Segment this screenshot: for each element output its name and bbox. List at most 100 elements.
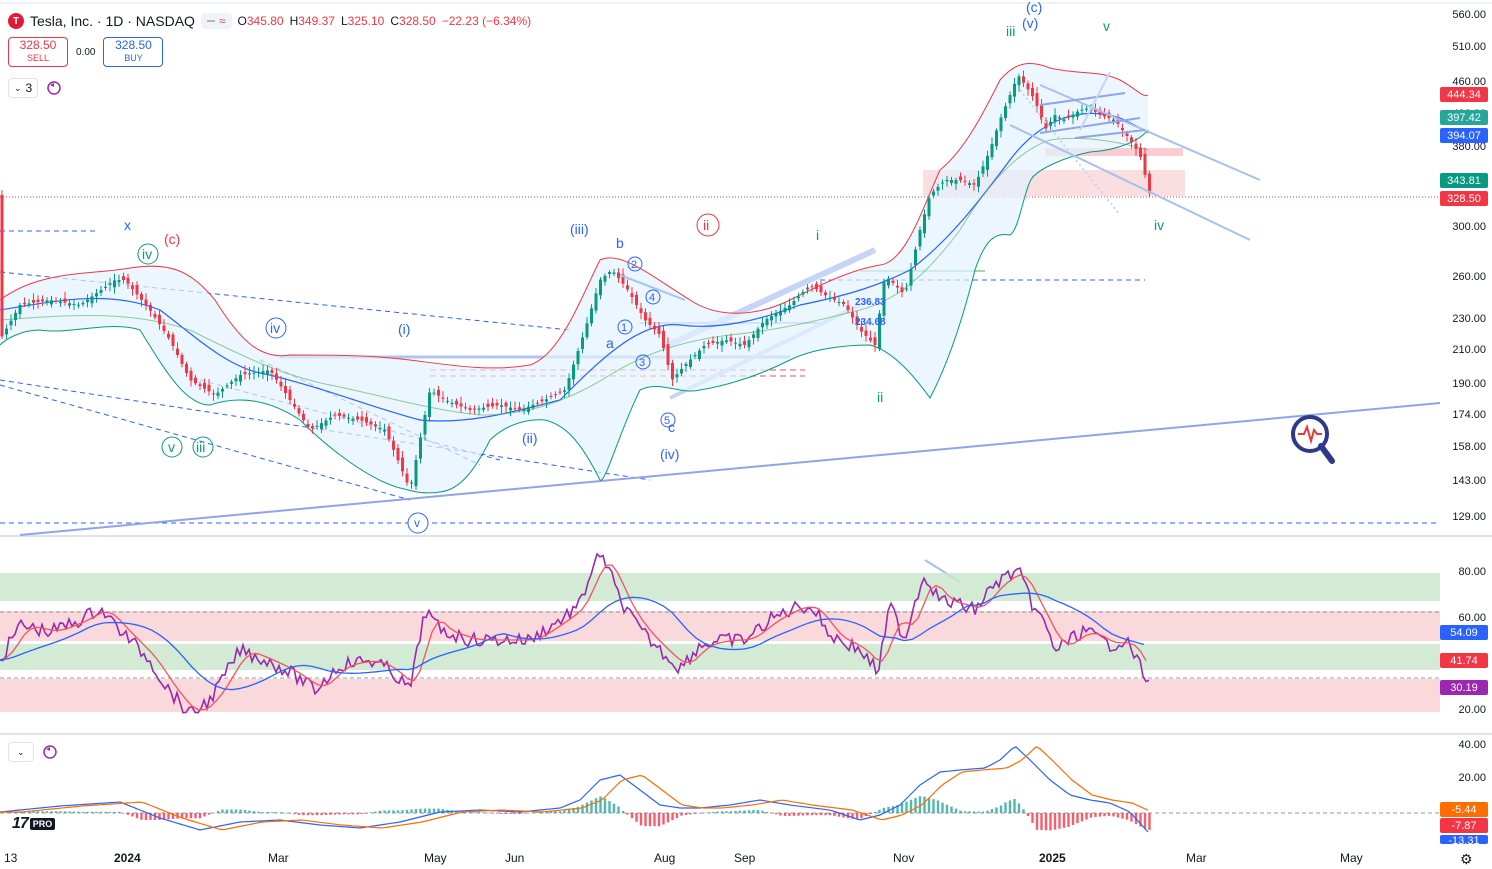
candle-body <box>815 283 818 290</box>
candle-body <box>788 305 791 311</box>
sync-icon[interactable] <box>46 80 63 96</box>
candle-body <box>450 402 454 405</box>
wave-circle <box>696 213 720 237</box>
wave-circle <box>407 512 429 534</box>
sync-icon[interactable] <box>41 744 58 760</box>
macd-histogram-bar <box>1013 798 1016 813</box>
macd-histogram-bar <box>752 810 755 813</box>
chart-status-pill[interactable]: ≈ <box>200 13 232 29</box>
candle-body <box>396 448 400 461</box>
macd-histogram-bar <box>882 807 886 813</box>
rsi-zone-red <box>0 679 1440 712</box>
macd-histogram-bar <box>284 812 287 814</box>
magnifier-pulse-icon[interactable] <box>1290 414 1336 471</box>
pane-collapse-button[interactable]: ⌄ <box>8 742 34 762</box>
candle-body <box>257 371 260 373</box>
indicators-collapse-button[interactable]: ⌄ 3 <box>8 78 39 98</box>
rsi-indicator[interactable] <box>0 552 1150 714</box>
macd-histogram-bar <box>441 809 445 813</box>
wave-label: 4 <box>649 292 655 304</box>
macd-histogram-bar <box>653 813 656 827</box>
macd-histogram-bar <box>212 812 215 814</box>
wave-label: 1 <box>621 322 627 334</box>
macd-histogram-bar <box>68 811 71 813</box>
candle-body <box>743 341 746 345</box>
macd-histogram-bar <box>527 812 530 814</box>
macd-histogram-bar <box>1035 813 1039 830</box>
macd-histogram-bar <box>117 811 121 813</box>
candle-body <box>135 285 139 295</box>
sell-button[interactable]: 328.50 SELL <box>8 37 68 67</box>
chevron-down-icon: ⌄ <box>14 82 22 93</box>
macd-histogram-bar <box>230 809 233 813</box>
bollinger-upper <box>0 63 1149 369</box>
macd-histogram-bar <box>108 811 112 813</box>
candle-body <box>513 408 517 410</box>
candle-body <box>734 342 737 344</box>
macd-histogram-bar <box>896 805 899 813</box>
price-tag: 444.34 <box>1440 87 1488 102</box>
price-axis-label: 380.00 <box>1452 141 1486 153</box>
candle-body <box>837 302 841 304</box>
candle-body <box>725 340 728 343</box>
macd-histogram-bar <box>41 811 44 813</box>
macd-histogram-bar <box>729 811 733 813</box>
macd-histogram-bar <box>135 813 139 819</box>
candle-body <box>230 381 233 384</box>
candle-body <box>1031 87 1034 97</box>
macd-histogram-bar <box>306 813 310 816</box>
candle-body <box>95 293 98 297</box>
macd-histogram-bar <box>621 811 625 813</box>
candle-body <box>666 344 670 365</box>
candle-body <box>819 286 823 293</box>
candle-body <box>1062 119 1066 122</box>
macd-indicator[interactable] <box>0 746 1151 833</box>
price-candles[interactable] <box>0 70 1152 490</box>
tesla-logo-icon[interactable]: T <box>8 13 24 29</box>
macd-histogram-bar <box>770 813 773 814</box>
wave-label: c <box>668 419 675 435</box>
macd-histogram-bar <box>324 813 328 815</box>
candle-body <box>842 301 845 305</box>
macd-histogram-bar <box>549 811 553 813</box>
macd-histogram-bar <box>792 813 796 816</box>
wave-label: v <box>1103 18 1110 34</box>
candle-body <box>432 392 436 394</box>
macd-axis-label: 40.00 <box>1458 739 1486 751</box>
candle-body <box>545 399 548 402</box>
price-axis-label: 460.00 <box>1452 76 1486 88</box>
ma-blue <box>0 112 1149 422</box>
macd-histogram-bar <box>90 811 94 813</box>
macd-histogram-bar <box>509 813 512 814</box>
candle-body <box>419 437 422 459</box>
macd-histogram-bar <box>630 813 634 819</box>
tradingview-logo[interactable]: 17 PRO <box>12 815 56 833</box>
candle-body <box>68 303 71 306</box>
candle-body <box>572 364 575 380</box>
candle-body <box>288 389 292 400</box>
wave-label: (ii) <box>522 430 538 446</box>
macd-histogram-bar <box>657 813 661 827</box>
macd-histogram-bar <box>464 812 467 813</box>
candle-body <box>518 407 521 410</box>
candle-body <box>252 372 256 374</box>
candle-body <box>63 298 67 303</box>
candle-body <box>284 386 287 394</box>
macd-histogram-bar <box>1058 813 1061 829</box>
macd-histogram-bar <box>923 796 926 813</box>
macd-histogram-bar <box>185 813 188 819</box>
macd-histogram-bar <box>954 808 958 813</box>
candle-body <box>576 351 580 365</box>
macd-histogram-bar <box>1103 813 1106 817</box>
macd-histogram-bar <box>1062 813 1066 828</box>
settings-gear-icon[interactable]: ⚙ <box>1460 851 1473 867</box>
macd-histogram-bar <box>158 813 161 821</box>
buy-button[interactable]: 328.50 BUY <box>103 37 164 67</box>
macd-histogram-bar <box>797 813 800 816</box>
symbol-title[interactable]: Tesla, Inc. · 1D · NASDAQ <box>30 13 195 29</box>
candle-body <box>639 308 643 313</box>
trendline-support[interactable] <box>19 402 1441 536</box>
price-note: 236.83 <box>855 297 886 308</box>
macd-histogram-bar <box>288 813 292 814</box>
